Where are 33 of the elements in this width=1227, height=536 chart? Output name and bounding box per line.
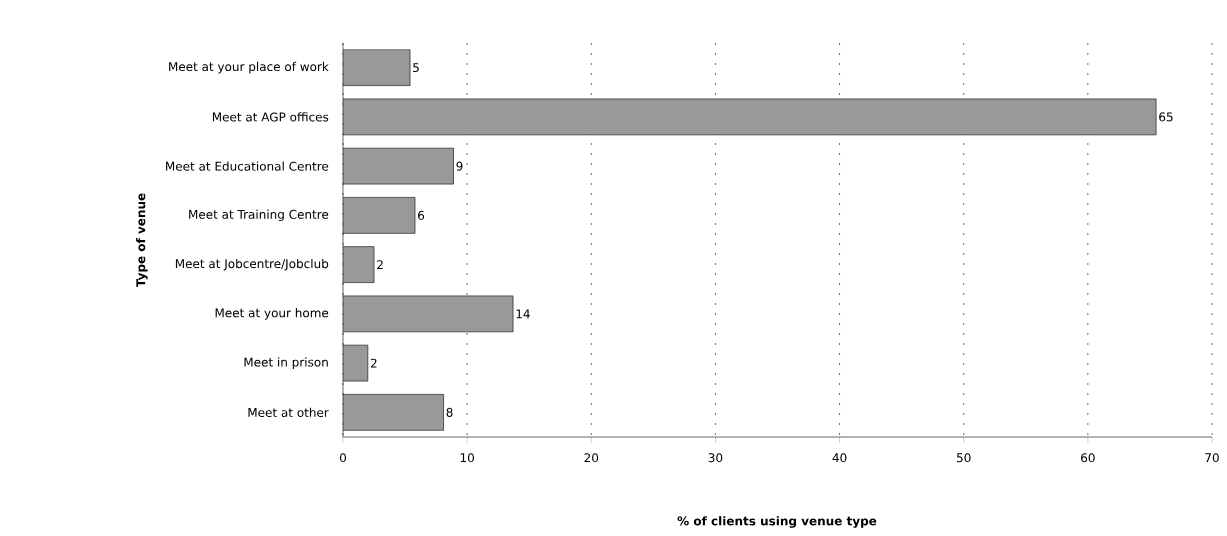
bar bbox=[343, 295, 514, 333]
bar bbox=[343, 246, 375, 283]
x-tick-label: 60 bbox=[1081, 453, 1095, 463]
y-tick-label: Meet at AGP offices bbox=[212, 112, 329, 122]
x-axis-title: % of clients using venue type bbox=[677, 516, 877, 528]
x-tick-label: 10 bbox=[460, 453, 474, 463]
data-label: 6 bbox=[418, 210, 425, 220]
bar bbox=[343, 98, 1157, 136]
x-tick-label: 40 bbox=[832, 453, 847, 463]
y-tick-label: Meet at Jobcentre/Jobclub bbox=[175, 258, 329, 271]
y-tick-label: Meet in prison bbox=[244, 357, 328, 369]
x-tick-label: 70 bbox=[1205, 453, 1219, 463]
bar bbox=[343, 147, 454, 185]
x-tick-label: 50 bbox=[957, 453, 971, 463]
y-tick-label: Meet at your place of work bbox=[169, 61, 329, 74]
bar bbox=[343, 394, 444, 431]
data-label: 14 bbox=[516, 309, 530, 319]
y-tick-label: Meet at your home bbox=[215, 308, 329, 320]
data-label: 2 bbox=[370, 358, 377, 368]
y-axis-title: Type of venue bbox=[136, 193, 148, 288]
x-tick-label: 30 bbox=[708, 453, 723, 463]
data-label: 8 bbox=[446, 407, 453, 417]
bar bbox=[343, 49, 411, 86]
y-tick-label: Meet at Educational Centre bbox=[166, 161, 329, 171]
x-tick-label: 0 bbox=[339, 453, 347, 463]
data-label: 9 bbox=[456, 161, 463, 171]
data-label: 5 bbox=[413, 63, 419, 73]
data-label: 65 bbox=[1159, 112, 1173, 122]
bar bbox=[343, 197, 416, 234]
y-tick-label: Meet at other bbox=[248, 407, 329, 418]
data-label: 2 bbox=[377, 260, 383, 270]
x-tick-label: 20 bbox=[584, 453, 599, 463]
y-tick-label: Meet at Training Centre bbox=[189, 209, 329, 222]
